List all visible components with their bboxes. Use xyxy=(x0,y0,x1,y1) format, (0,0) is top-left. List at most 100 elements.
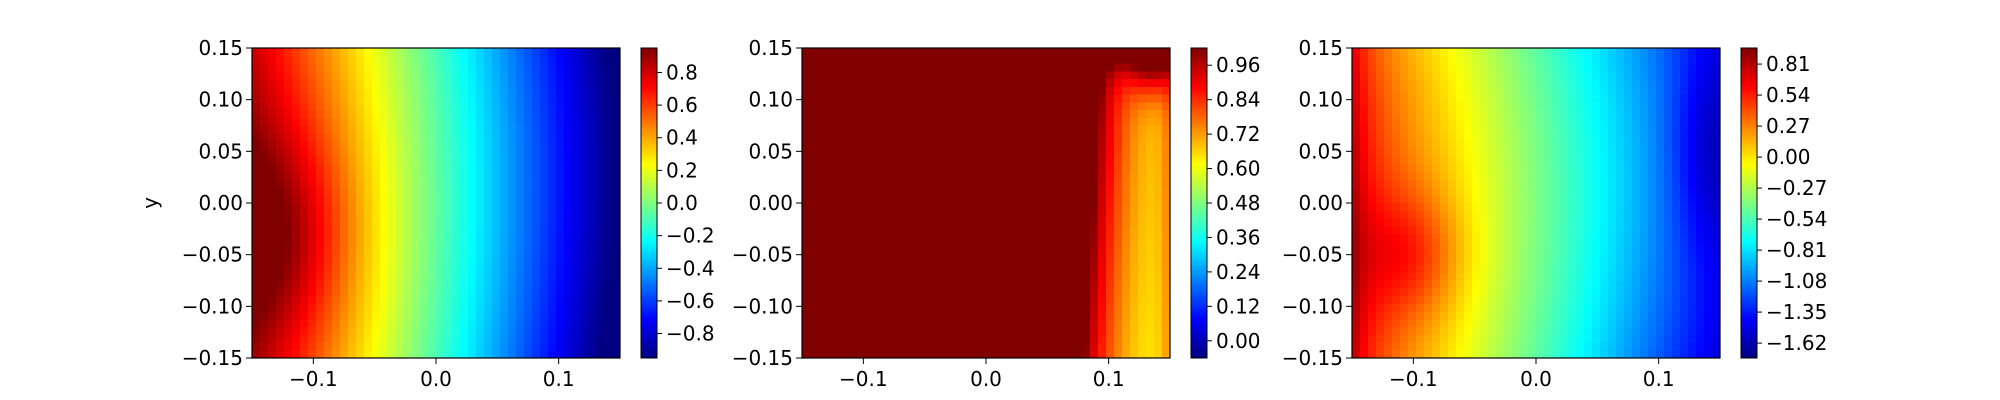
heatmap-cell xyxy=(364,272,373,282)
heatmap-cell xyxy=(1122,203,1131,212)
heatmap-cell xyxy=(810,350,819,359)
heatmap-cell xyxy=(1098,79,1107,88)
heatmap-cell xyxy=(810,55,819,65)
heatmap-cell xyxy=(372,195,381,204)
heatmap-cell xyxy=(404,288,413,297)
heatmap-cell xyxy=(1114,241,1123,251)
heatmap-cell xyxy=(834,71,843,80)
heatmap-cell xyxy=(1154,48,1163,57)
heatmap-cell xyxy=(826,272,835,282)
heatmap-cell xyxy=(468,257,477,266)
heatmap-cell xyxy=(1496,71,1505,80)
heatmap-cell xyxy=(300,342,309,351)
heatmap-cell xyxy=(508,55,517,65)
heatmap-cell xyxy=(1512,148,1521,158)
heatmap-cell xyxy=(1648,187,1657,196)
heatmap-cell xyxy=(444,164,453,173)
heatmap-cell xyxy=(460,110,469,119)
heatmap-cell xyxy=(1018,148,1027,158)
heatmap-cell xyxy=(348,86,357,96)
heatmap-cell xyxy=(850,102,859,111)
heatmap-cell xyxy=(1392,48,1401,57)
heatmap-cell xyxy=(946,241,955,251)
heatmap-cell xyxy=(284,311,293,320)
heatmap-cell xyxy=(1624,63,1633,72)
colorbar-segment xyxy=(1191,89,1207,93)
heatmap-cell xyxy=(1448,203,1457,212)
heatmap-cell xyxy=(882,110,891,119)
heatmap-cell xyxy=(604,203,613,212)
heatmap-cell xyxy=(524,164,533,173)
colorbar-segment xyxy=(641,345,657,349)
heatmap-cell xyxy=(1392,125,1401,134)
heatmap-cell xyxy=(316,141,325,150)
heatmap-cell xyxy=(348,257,357,266)
heatmap-cell xyxy=(962,241,971,251)
heatmap-cell xyxy=(548,350,557,359)
heatmap-cell xyxy=(252,63,261,72)
heatmap-cell xyxy=(962,319,971,328)
heatmap-cell xyxy=(476,187,485,196)
heatmap-cell xyxy=(556,125,565,134)
heatmap-cell xyxy=(858,218,867,227)
heatmap-cell xyxy=(1058,164,1067,173)
heatmap-cell xyxy=(1058,117,1067,127)
heatmap-cell xyxy=(906,156,915,165)
heatmap-cell xyxy=(548,187,557,196)
heatmap-cell xyxy=(858,63,867,72)
heatmap-cell xyxy=(1704,187,1713,196)
heatmap-cell xyxy=(1536,71,1545,80)
heatmap-cell xyxy=(268,319,277,328)
heatmap-cell xyxy=(572,110,581,119)
heatmap-cell xyxy=(1688,71,1697,80)
heatmap-cell xyxy=(1106,172,1115,181)
heatmap-cell xyxy=(1656,102,1665,111)
heatmap-cell xyxy=(316,265,325,274)
heatmap-cell xyxy=(492,296,501,305)
heatmap-cell xyxy=(580,350,589,359)
heatmap-cell xyxy=(604,94,613,103)
heatmap-cell xyxy=(340,110,349,119)
colorbar-segment xyxy=(1191,314,1207,318)
heatmap-cell xyxy=(946,164,955,173)
heatmap-cell xyxy=(914,342,923,351)
heatmap-cell xyxy=(1568,117,1577,127)
heatmap-cell xyxy=(252,55,261,65)
heatmap-cell xyxy=(1018,350,1027,359)
heatmap-cell xyxy=(1520,110,1529,119)
colorbar-tick-label: 0.36 xyxy=(1216,225,1261,249)
heatmap-cell xyxy=(524,141,533,150)
colorbar-segment xyxy=(1191,153,1207,158)
heatmap-cell xyxy=(396,117,405,127)
heatmap-cell xyxy=(1090,187,1099,196)
heatmap-cell xyxy=(1568,148,1577,158)
heatmap-cell xyxy=(1488,187,1497,196)
heatmap-cell xyxy=(1130,102,1139,111)
heatmap-cell xyxy=(516,218,525,227)
heatmap-cell xyxy=(818,350,827,359)
heatmap-cell xyxy=(866,195,875,204)
heatmap-cell xyxy=(460,195,469,204)
heatmap-cell xyxy=(1082,342,1091,351)
heatmap-cell xyxy=(444,195,453,204)
heatmap-cell xyxy=(938,241,947,251)
heatmap-cell xyxy=(1632,48,1641,57)
heatmap-cell xyxy=(604,79,613,88)
colorbar-segment xyxy=(1191,143,1207,147)
heatmap-cell xyxy=(1640,86,1649,96)
heatmap-cell xyxy=(260,226,269,235)
heatmap-cell xyxy=(930,102,939,111)
heatmap-cell xyxy=(1608,164,1617,173)
colorbar-segment xyxy=(641,86,657,90)
heatmap-cell xyxy=(882,226,891,235)
heatmap-cell xyxy=(1050,257,1059,266)
heatmap-cell xyxy=(922,280,931,289)
heatmap-cell xyxy=(548,125,557,134)
heatmap-cell xyxy=(1130,218,1139,227)
heatmap-cell xyxy=(1058,71,1067,80)
heatmap-cell xyxy=(292,203,301,212)
heatmap-cell xyxy=(420,249,429,258)
heatmap-cell xyxy=(588,156,597,165)
heatmap-cell xyxy=(1536,141,1545,150)
heatmap-cell xyxy=(810,319,819,328)
